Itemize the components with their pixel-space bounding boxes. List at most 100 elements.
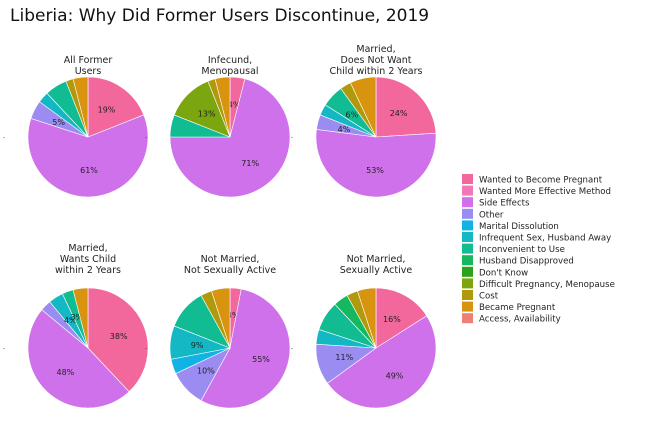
- legend-label: Other: [479, 210, 504, 220]
- pie-slice-side-effects: [27, 114, 149, 198]
- legend-item-wanted-to-become-pregnant: Wanted to Become Pregnant: [462, 174, 603, 186]
- panel-title-line: Sexually Active: [340, 265, 413, 276]
- panel-title-line: Not Married,: [347, 254, 406, 265]
- legend-swatch: [462, 197, 473, 208]
- slice-label: 13%: [198, 110, 216, 119]
- pie-slice-wanted-to-become-pregnant: [375, 287, 428, 349]
- slice-label: 71%: [241, 159, 259, 168]
- legend-item-side-effects: Side Effects: [462, 197, 530, 209]
- legend-item-cost: Cost: [462, 290, 499, 302]
- panel-title-line: Married,: [68, 243, 107, 254]
- slice-label: 24%: [390, 109, 408, 118]
- legend-item-don-t-know: Don't Know: [462, 266, 528, 278]
- legend-swatch: [462, 232, 473, 242]
- legend-swatch: [462, 174, 473, 184]
- legend-swatch: [462, 313, 473, 324]
- panel-title-line: Wants Child: [60, 254, 116, 265]
- pie-slice-side-effects: [169, 78, 291, 198]
- legend-swatch: [462, 208, 473, 219]
- legend-item-other: Other: [462, 208, 504, 220]
- legend-item-difficult-pregnancy-menopause: Difficult Pregnancy, Menopause: [462, 278, 615, 290]
- panel-title-line: Infecund,: [208, 55, 252, 66]
- legend-swatch: [462, 301, 473, 312]
- pie-slice-side-effects: [315, 129, 437, 198]
- axis-tick: -: [291, 134, 293, 141]
- legend-label: Inconvenient to Use: [479, 245, 565, 255]
- axis-tick: -: [3, 134, 5, 141]
- legend-swatch: [462, 266, 473, 277]
- legend-swatch: [462, 290, 473, 300]
- pie-slice-became-pregnant: [350, 76, 377, 138]
- legend-label: Marital Dissolution: [479, 222, 559, 232]
- panel-title-line: All Former: [64, 55, 113, 66]
- pie-slice-became-pregnant: [72, 287, 89, 349]
- legend-label: Difficult Pregnancy, Menopause: [479, 280, 615, 290]
- legend-label: Became Pregnant: [479, 303, 556, 313]
- pie-panel-5: Not Married,Not Sexually Active - 3% 55% 10%…: [145, 254, 291, 409]
- slice-label: 38%: [110, 332, 128, 341]
- axis-tick: -: [145, 134, 147, 141]
- slice-label: 61%: [80, 166, 98, 175]
- slice-label: 3%: [70, 313, 83, 322]
- legend-swatch: [462, 278, 473, 289]
- legend-label: Access, Availability: [479, 315, 561, 325]
- panel-title-line: Users: [75, 66, 102, 77]
- pie-slice-wanted-to-become-pregnant: [375, 76, 437, 138]
- slice-label: 16%: [383, 315, 401, 324]
- slice-label: 6%: [346, 110, 359, 119]
- legend-swatch: [462, 243, 473, 254]
- panel-title-line: Not Sexually Active: [184, 265, 276, 276]
- slice-label: 4%: [64, 316, 77, 325]
- panel-title-line: Child within 2 Years: [330, 66, 423, 77]
- legend-label: Don't Know: [479, 268, 528, 278]
- slice-label: 53%: [366, 166, 384, 175]
- legend-swatch: [462, 255, 473, 266]
- slice-label: 3%: [227, 311, 240, 320]
- pie-slice-side-effects: [327, 315, 437, 409]
- panel-title-line: Menopausal: [201, 66, 258, 77]
- pie-slice-became-pregnant: [214, 76, 231, 138]
- pie-slice-wanted-to-become-pregnant: [87, 287, 149, 393]
- legend-label: Husband Disapproved: [479, 257, 574, 267]
- legend-swatch: [462, 185, 473, 196]
- slice-label: 55%: [252, 355, 270, 364]
- slice-label: 9%: [191, 341, 204, 350]
- axis-tick: -: [291, 345, 293, 352]
- axis-tick: -: [3, 345, 5, 352]
- legend-item-infrequent-sex-husband-away: Infrequent Sex, Husband Away: [462, 232, 611, 244]
- panel-title-line: Not Married,: [201, 254, 260, 265]
- pie-panel-6: Not Married,Sexually Active - 16% 49% 11%: [291, 254, 437, 409]
- slice-label: 10%: [197, 367, 215, 376]
- legend-item-inconvenient-to-use: Inconvenient to Use: [462, 243, 565, 255]
- axis-tick: -: [145, 345, 147, 352]
- slice-label: 4%: [228, 100, 241, 109]
- slice-label: 4%: [338, 125, 351, 134]
- slice-label: 19%: [98, 106, 116, 115]
- legend-label: Wanted to Become Pregnant: [479, 176, 603, 186]
- slice-label: 11%: [335, 353, 353, 362]
- legend-label: Infrequent Sex, Husband Away: [479, 234, 611, 244]
- legend-item-husband-disapproved: Husband Disapproved: [462, 255, 574, 267]
- pie-slice-became-pregnant: [211, 287, 231, 349]
- panel-title-line: Does Not Want: [341, 55, 412, 66]
- legend-item-marital-dissolution: Marital Dissolution: [462, 220, 559, 232]
- pie-slice-wanted-to-become-pregnant: [87, 76, 145, 138]
- legend-item-access-availability: Access, Availability: [462, 313, 561, 325]
- legend-label: Wanted More Effective Method: [479, 187, 611, 197]
- slice-label: 49%: [386, 371, 404, 380]
- panel-title-line: Married,: [356, 44, 395, 55]
- slice-label: 5%: [52, 118, 65, 127]
- legend-item-wanted-more-effective-method: Wanted More Effective Method: [462, 185, 611, 197]
- pie-slice-became-pregnant: [357, 287, 377, 349]
- chart-title: Liberia: Why Did Former Users Discontinu…: [10, 6, 430, 26]
- legend-label: Cost: [479, 292, 499, 302]
- pie-slice-side-effects: [27, 309, 130, 409]
- pie-slice-became-pregnant: [72, 76, 89, 138]
- panel-title-line: within 2 Years: [55, 265, 121, 276]
- slice-label: 48%: [57, 368, 75, 377]
- legend-swatch: [462, 220, 473, 231]
